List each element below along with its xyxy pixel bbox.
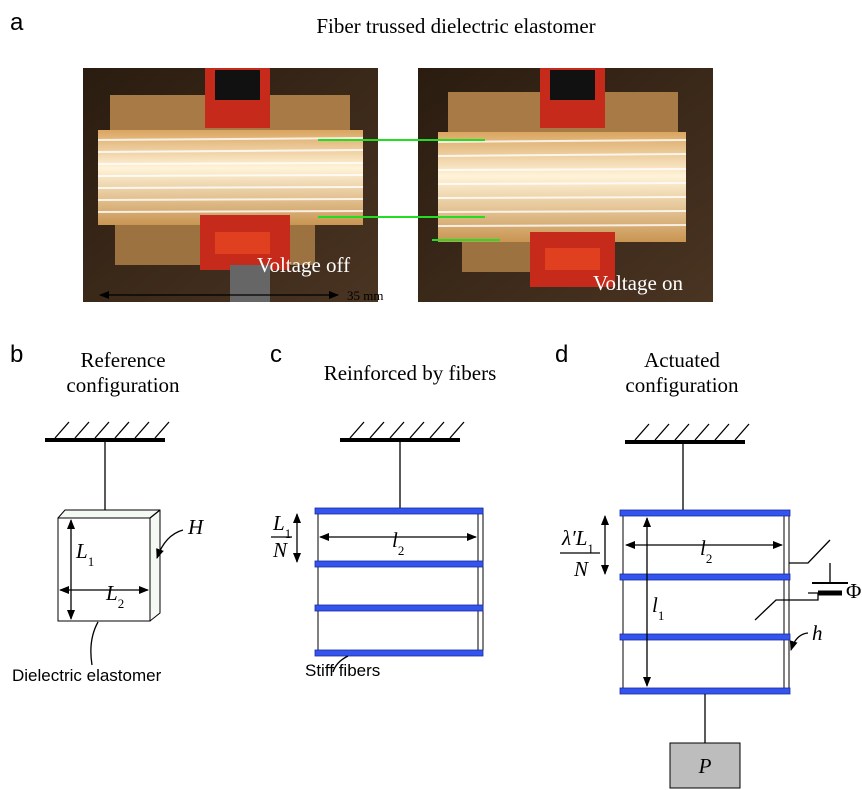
scale-bar-label: 35 mm xyxy=(347,288,383,303)
panel-title: Reinforced by fibers xyxy=(324,361,497,385)
subscript: 2 xyxy=(118,596,125,611)
width-symbol: l2 xyxy=(700,536,712,566)
photo-voltage-on: Voltage on xyxy=(418,68,713,302)
panel-title: configuration xyxy=(625,373,739,397)
height-symbol: H xyxy=(187,515,205,539)
subscript: 2 xyxy=(706,551,713,566)
symbol: L xyxy=(272,511,285,535)
subscript: 1 xyxy=(658,608,665,623)
subscript: 1 xyxy=(88,554,95,569)
panel-title: Reference xyxy=(80,348,165,372)
figure: a Fiber trussed dielectric elastomer Vol… xyxy=(0,0,862,790)
symbol: L xyxy=(75,539,88,563)
fiber-label: Stiff fibers xyxy=(305,661,380,680)
width-symbol: l2 xyxy=(392,528,404,558)
panel-label: d xyxy=(555,341,568,368)
subscript: 2 xyxy=(398,543,405,558)
photo-caption: Voltage off xyxy=(257,253,350,277)
panel-title: configuration xyxy=(66,373,180,397)
voltage-symbol: Φ xyxy=(846,579,861,603)
photo-caption: Voltage on xyxy=(593,271,684,295)
material-label: Dielectric elastomer xyxy=(12,666,162,685)
ceiling xyxy=(45,422,169,440)
photo-voltage-off: Voltage off xyxy=(83,68,378,302)
ceiling xyxy=(340,422,464,440)
prefix: λ′ xyxy=(561,526,576,550)
length-symbol: l1 xyxy=(652,593,664,623)
fraction-denominator: N xyxy=(272,538,288,562)
panel-label: a xyxy=(10,9,24,36)
panel-label: c xyxy=(270,341,282,368)
fraction-numerator: λ′L1 xyxy=(561,526,594,556)
panel-title: Actuated xyxy=(644,348,720,372)
load-symbol: P xyxy=(698,754,712,778)
fiber-truss xyxy=(315,508,483,656)
panel-title: Fiber trussed dielectric elastomer xyxy=(316,14,595,38)
ceiling xyxy=(625,424,749,442)
symbol: L xyxy=(105,581,118,605)
fraction-numerator: L1 xyxy=(272,511,291,541)
panel-label: b xyxy=(10,341,23,368)
fraction-denominator: N xyxy=(573,557,589,581)
symbol: L xyxy=(575,526,588,550)
thickness-symbol: h xyxy=(812,621,823,645)
